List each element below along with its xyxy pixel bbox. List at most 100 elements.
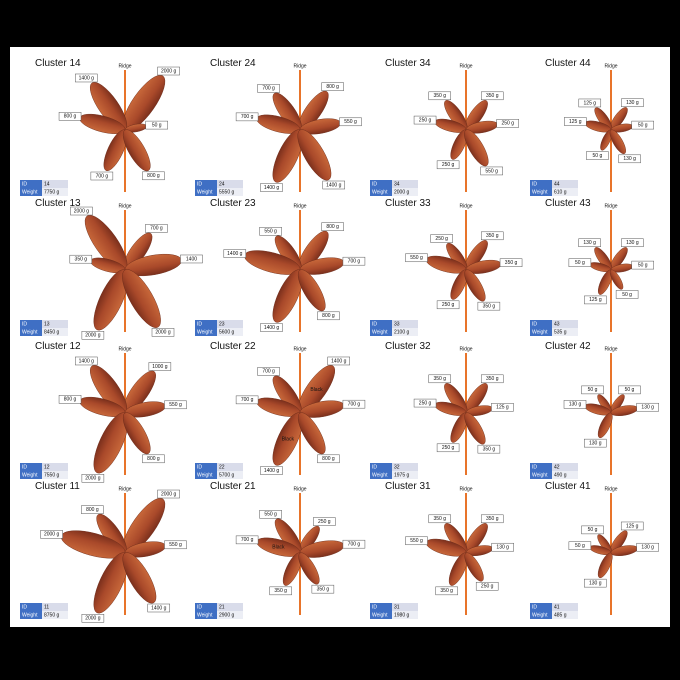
ridge-label: Ridge [604,486,617,492]
weight-label: 550 g [410,255,423,261]
info-val [392,611,418,619]
info-val [42,603,68,611]
weight-label: 350 g [274,588,287,594]
info-key [195,188,217,196]
tuber [297,269,326,312]
weight-label: 350 g [440,588,453,594]
info-val [392,471,418,479]
weight-label: 800 g [86,507,99,513]
weight-box [148,362,172,371]
weight-label: 800 g [64,114,77,120]
id-value: 44 [554,181,560,187]
weight-label: 700 g [241,397,254,403]
weight-box [621,98,644,108]
weight-box [145,224,168,233]
weight-label: 1400 g [264,325,280,331]
id-key: ID [22,181,27,187]
weight-box [430,234,453,243]
weight-box [69,254,93,264]
weight-label: 250 g [501,121,514,127]
id-key: ID [197,604,202,610]
id-key: ID [532,464,537,470]
cluster-title: Cluster 44 [545,58,591,69]
info-val [392,320,418,328]
weight-label: 550 g [169,542,182,548]
weight-box [157,66,180,76]
info-key [195,328,217,336]
weight-box [58,112,82,121]
ridge-label: Ridge [459,63,472,69]
weight-value: 5550 g [219,189,235,195]
weight-label: 130 g [589,440,602,446]
id-key: ID [532,321,537,327]
info-key [370,180,392,188]
ridge-label: Ridge [118,346,131,352]
ridge-label: Ridge [604,63,617,69]
weight-box [480,166,503,176]
weight-key: Weight [197,612,213,618]
weight-label: 700 g [241,114,254,120]
weight-label: 550 g [264,512,277,518]
info-val [217,320,243,328]
id-key: ID [372,604,377,610]
cluster: Cluster 12 Ridge 1000 g 1400 g 800 g 550 g 200… [20,341,187,483]
weight-value: 2100 g [394,329,410,335]
weight-label: 50 g [638,122,648,128]
id-value: 12 [44,464,50,470]
id-value: 33 [394,321,400,327]
weight-box [313,517,336,526]
weight-box [235,535,259,545]
weight-box [621,238,644,248]
info-val [42,611,68,619]
weight-key: Weight [197,472,213,478]
weight-label: 550 g [264,229,277,235]
tuber [597,552,613,579]
weight-box [491,403,514,412]
weight-label: 125 g [626,523,639,529]
weight-label: 700 g [348,542,361,548]
cluster: Cluster 42 Ridge 50 g 50 g 130 g 130 g 130 g ID… [530,341,659,479]
weight-box [235,112,259,122]
weight-box [147,603,171,613]
info-val [392,603,418,611]
weight-value: 535 g [554,329,567,335]
ridge-label: Ridge [459,203,472,209]
weight-label: 50 g [625,387,635,393]
weight-value: 2000 g [394,189,410,195]
weight-box [235,395,259,405]
info-key [20,611,42,619]
weight-box [428,91,452,101]
weight-box [618,154,641,164]
weight-label: 1400 g [331,358,347,364]
tuber [609,269,624,290]
tuber-note: Black [272,545,285,551]
weight-box [564,117,587,126]
weight-box [568,541,592,550]
cluster: Cluster 13 Ridge 700 g 2000 g 350 g 1400 2000 … [20,198,203,340]
weight-box [259,510,282,519]
ridge-label: Ridge [293,486,306,492]
cluster-title: Cluster 34 [385,58,431,69]
id-value: 24 [219,181,225,187]
weight-box [581,525,604,535]
ridge-label: Ridge [118,486,131,492]
weight-key: Weight [532,329,548,335]
cluster: Cluster 41 Ridge 125 g 50 g 50 g 130 g 130 g ID… [530,481,659,619]
weight-box [75,73,98,83]
weight-box [260,323,283,332]
weight-label: 550 g [485,168,498,174]
weight-box [260,183,283,192]
info-key [530,611,552,619]
weight-label: 50 g [588,527,598,533]
weight-label: 350 g [433,516,446,522]
weight-box [81,331,105,340]
info-key [195,603,217,611]
tuber [297,129,332,181]
weight-label: 130 g [623,156,636,162]
weight-box [578,238,601,248]
id-value: 11 [44,604,49,610]
weight-box [269,586,292,596]
weight-box [164,540,187,550]
cluster-title: Cluster 41 [545,481,591,492]
weight-box [81,474,105,483]
